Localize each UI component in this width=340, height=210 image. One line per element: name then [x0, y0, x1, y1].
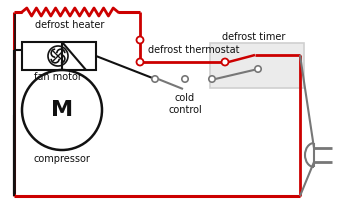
Text: cold
control: cold control [168, 93, 202, 115]
Bar [210, 43, 304, 88]
Circle shape [209, 76, 215, 82]
Circle shape [182, 76, 188, 82]
Circle shape [136, 37, 143, 43]
Circle shape [255, 66, 261, 72]
Text: defrost thermostat: defrost thermostat [148, 45, 239, 55]
Text: fan motor: fan motor [34, 72, 82, 82]
Text: M: M [51, 100, 73, 120]
Bar [22, 42, 96, 70]
Circle shape [221, 59, 228, 66]
Circle shape [152, 76, 158, 82]
Text: defrost heater: defrost heater [35, 20, 105, 30]
Circle shape [136, 59, 143, 66]
Text: defrost timer: defrost timer [222, 32, 286, 42]
Text: compressor: compressor [34, 154, 90, 164]
